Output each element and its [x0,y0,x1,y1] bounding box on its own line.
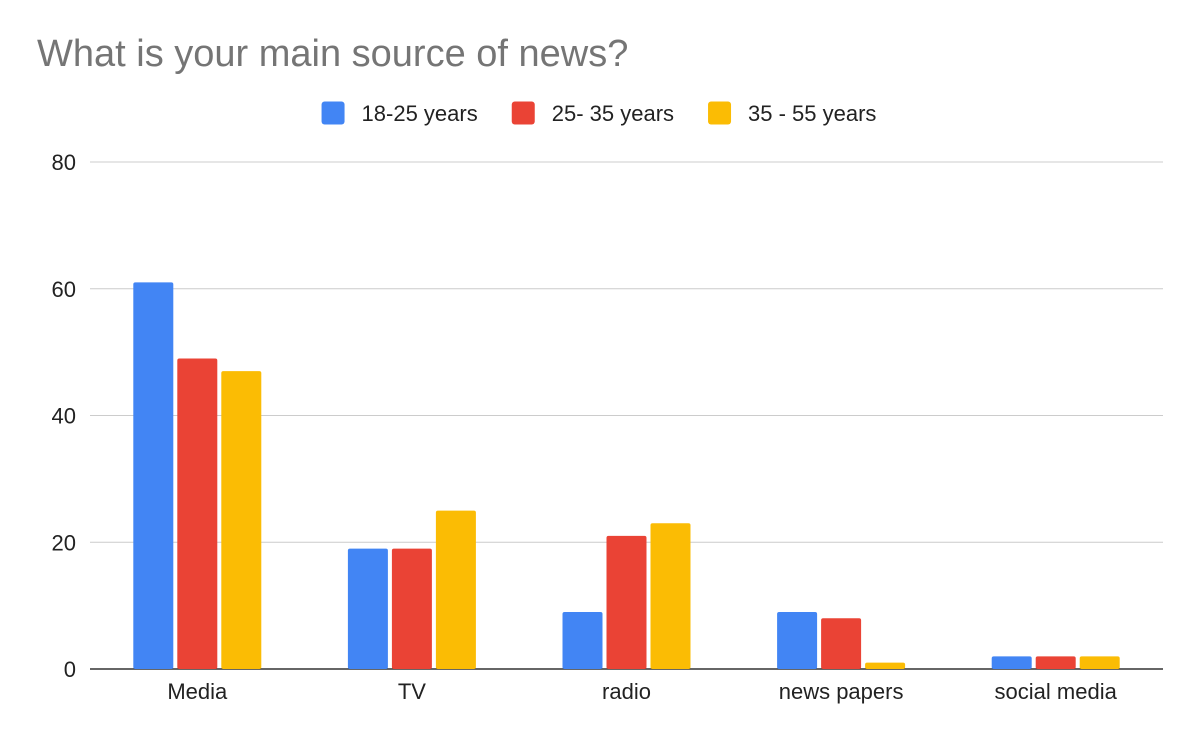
y-tick-label: 20 [52,530,76,555]
bar[interactable] [821,618,862,669]
bar[interactable] [391,548,432,669]
legend-item[interactable]: 35 - 55 years [708,101,876,126]
bar[interactable] [865,662,906,669]
legend-swatch [708,101,732,125]
bars [133,282,1120,669]
bar[interactable] [606,535,647,669]
bar[interactable] [991,656,1032,669]
bar[interactable] [133,282,174,669]
bar[interactable] [177,358,218,669]
bar[interactable] [1035,656,1076,669]
x-axis-ticks: Media TV radio news papers social media [167,679,1117,704]
legend-item[interactable]: 18-25 years [321,101,478,126]
legend-swatch [511,101,535,125]
x-tick-label: radio [602,679,651,704]
legend-label: 35 - 55 years [748,101,876,126]
chart-title: What is your main source of news? [37,33,629,75]
y-tick-label: 60 [52,277,76,302]
legend-item[interactable]: 25- 35 years [511,101,674,126]
y-tick-label: 80 [52,150,76,175]
legend[interactable]: 18-25 years 25- 35 years 35 - 55 years [321,101,877,126]
bar[interactable] [1079,656,1120,669]
bar[interactable] [562,611,603,669]
legend-label: 25- 35 years [552,101,674,126]
y-tick-label: 40 [52,404,76,429]
bar[interactable] [777,611,818,669]
legend-label: 18-25 years [362,101,478,126]
x-tick-label: social media [995,679,1118,704]
x-tick-label: Media [167,679,228,704]
bar[interactable] [435,510,476,669]
x-tick-label: TV [398,679,426,704]
bar[interactable] [650,523,691,669]
legend-swatch [321,101,345,125]
bar[interactable] [221,371,262,669]
x-tick-label: news papers [779,679,904,704]
y-tick-label: 0 [64,657,76,682]
y-axis-ticks: 0 20 40 60 80 [52,150,76,682]
bar[interactable] [347,548,388,669]
